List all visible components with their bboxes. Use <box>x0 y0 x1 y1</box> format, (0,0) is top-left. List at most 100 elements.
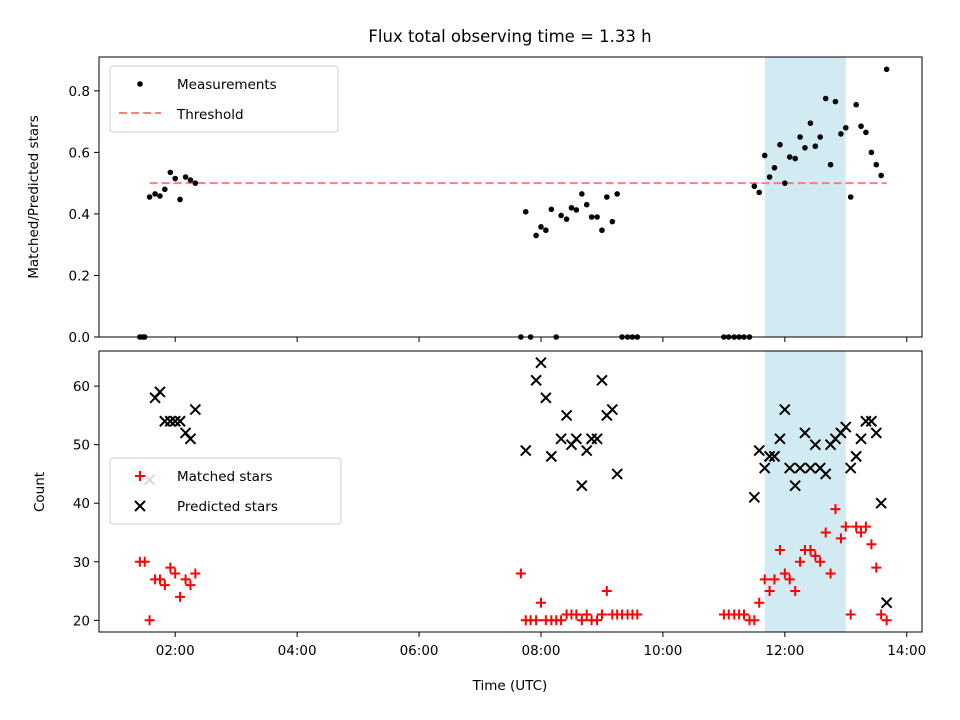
matched-star-point <box>815 556 826 567</box>
matched-star-point <box>535 597 546 608</box>
predicted-star-point <box>540 392 552 404</box>
top-highlight-span <box>764 57 846 337</box>
predicted-star-point <box>159 415 171 427</box>
matched-star-point <box>795 556 806 567</box>
matched-star-point <box>556 615 567 626</box>
matched-star-point <box>774 545 785 556</box>
top-y-tick-label: 0.2 <box>69 268 90 284</box>
legend-measurement-marker <box>137 81 143 87</box>
predicted-star-point <box>784 462 796 474</box>
measurement-point <box>868 149 875 156</box>
measurement-point <box>187 177 194 183</box>
measurement-point <box>842 124 849 131</box>
bottom-y-tick-label: 20 <box>73 613 90 629</box>
matched-star-point <box>790 586 801 597</box>
bottom-y-tick-label: 40 <box>73 496 90 512</box>
measurement-point <box>817 134 823 140</box>
predicted-star-point <box>789 479 801 492</box>
predicted-star-point <box>154 386 166 398</box>
predicted-star-point <box>794 462 806 474</box>
matched-star-point <box>515 568 526 579</box>
matched-star-point <box>601 586 612 597</box>
matched-star-point <box>144 615 155 626</box>
x-tick-label: 14:00 <box>887 643 926 659</box>
measurement-point <box>761 152 768 159</box>
predicted-star-point <box>850 450 862 463</box>
bottom-highlight-span <box>764 351 846 632</box>
top-y-axis-label: Matched/Predicted stars <box>26 115 42 278</box>
top-y-tick-label: 0.4 <box>69 207 90 223</box>
matched-star-point <box>170 568 181 579</box>
predicted-star-point <box>591 433 603 445</box>
matched-star-point <box>845 609 856 620</box>
measurement-point <box>172 175 179 182</box>
measurement-point <box>177 196 183 203</box>
bottom-legend-box <box>109 457 342 525</box>
matched-star-point <box>632 609 643 620</box>
predicted-star-point <box>585 433 598 445</box>
matched-star-point <box>871 562 882 573</box>
x-axis-label: Time (UTC) <box>472 678 548 694</box>
predicted-star-point <box>520 444 532 457</box>
measurement-point <box>543 227 549 234</box>
matched-star-point <box>805 545 816 556</box>
measurement-point <box>604 194 610 200</box>
measurement-point <box>162 186 168 193</box>
measurement-point <box>766 174 773 180</box>
matched-star-point <box>779 568 790 579</box>
matched-star-point <box>175 591 186 602</box>
measurement-point <box>812 143 819 150</box>
matched-star-point <box>835 533 846 544</box>
matched-star-point <box>856 527 867 538</box>
predicted-star-point <box>169 415 181 427</box>
matched-star-point <box>738 609 749 620</box>
measurement-point <box>756 189 763 196</box>
measurement-point <box>594 214 600 220</box>
measurement-point <box>777 141 783 148</box>
top-plot-frame <box>98 56 923 338</box>
matched-star-point <box>139 556 150 567</box>
matched-star-point <box>749 615 760 626</box>
matched-star-point <box>754 597 765 608</box>
predicted-star-point <box>840 421 852 433</box>
predicted-star-point <box>606 403 619 416</box>
matched-star-point <box>881 615 892 626</box>
matched-star-point <box>596 609 607 620</box>
predicted-star-point <box>860 415 872 427</box>
matched-star-point <box>185 580 196 591</box>
measurement-point <box>614 191 620 197</box>
measurement-point <box>832 98 839 105</box>
matched-star-point <box>592 615 603 626</box>
matched-star-point <box>180 574 191 585</box>
predicted-star-point <box>774 433 786 445</box>
measurement-point <box>558 212 564 219</box>
measurement-point <box>182 174 189 180</box>
measurement-point <box>792 155 798 162</box>
measurement-point <box>146 194 153 200</box>
matched-star-point <box>531 615 542 626</box>
matched-star-point <box>851 521 862 532</box>
measurement-point <box>579 191 585 197</box>
measurement-point <box>782 180 788 186</box>
predicted-star-point <box>164 415 177 427</box>
measurement-point <box>192 180 199 186</box>
predicted-star-point <box>174 415 186 427</box>
predicted-star-point <box>576 479 588 492</box>
measurement-point <box>853 101 859 108</box>
legend-predicted-marker <box>134 500 146 512</box>
predicted-star-point <box>545 450 558 463</box>
measurement-point <box>878 172 884 179</box>
measurement-point <box>152 191 158 197</box>
matched-star-point <box>840 521 851 532</box>
top-y-tick-label: 0.0 <box>69 330 90 346</box>
matched-star-point <box>165 562 176 573</box>
measurement-point <box>847 194 854 200</box>
matched-star-point <box>190 568 201 579</box>
x-tick-label: 06:00 <box>400 643 439 659</box>
predicted-star-point <box>560 409 573 422</box>
x-tick-label: 12:00 <box>765 643 804 659</box>
matched-star-point <box>825 568 836 579</box>
chart-title: Flux total observing time = 1.33 h <box>368 27 651 46</box>
measurement-point <box>883 66 890 73</box>
legend-predicted-label: Predicted stars <box>177 499 278 515</box>
